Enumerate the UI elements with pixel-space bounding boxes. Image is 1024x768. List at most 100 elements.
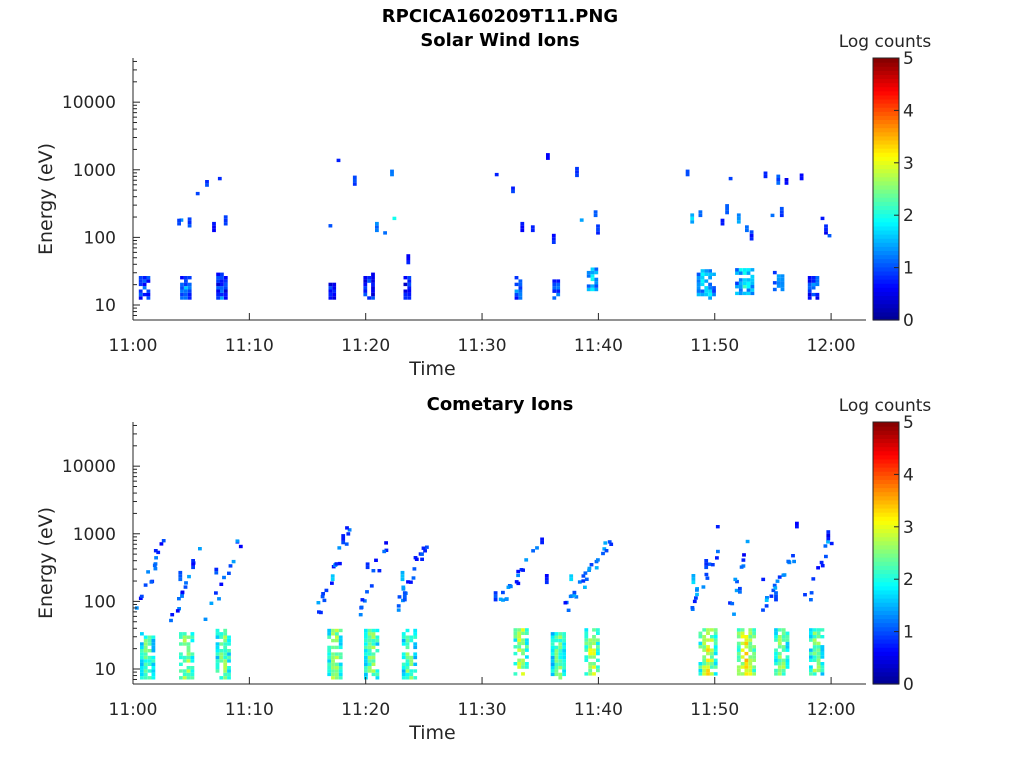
colorbar-segment bbox=[873, 438, 899, 444]
spectrogram-cell bbox=[238, 544, 243, 549]
spectrogram-cell bbox=[558, 672, 563, 677]
spectrogram-cell bbox=[550, 649, 555, 653]
spectrogram-cell bbox=[820, 662, 825, 666]
colorbar-segment bbox=[873, 238, 899, 243]
spectrogram-cell bbox=[195, 191, 200, 196]
spectrogram-cell bbox=[371, 289, 375, 293]
spectrogram-cell bbox=[375, 669, 380, 673]
spectrogram-cell bbox=[592, 651, 596, 656]
spectrogram-cell bbox=[730, 601, 735, 606]
spectrogram-cell bbox=[581, 579, 586, 583]
spectrogram-cell bbox=[750, 285, 755, 289]
spectrogram-cell bbox=[764, 604, 769, 608]
spectrogram-cell bbox=[332, 289, 337, 293]
spectrogram-cell bbox=[772, 270, 777, 275]
spectrogram-cell bbox=[405, 645, 410, 650]
colorbar-segment bbox=[873, 201, 899, 206]
spectrogram-cell bbox=[824, 231, 828, 235]
colorbar-segment bbox=[873, 430, 899, 435]
spectrogram-cell bbox=[710, 651, 714, 656]
spectrogram-cell bbox=[811, 276, 816, 280]
spectrogram-cell bbox=[219, 649, 224, 653]
spectrogram-cell bbox=[517, 628, 522, 632]
spectrogram-cell bbox=[592, 648, 596, 652]
spectrogram-cell bbox=[223, 676, 228, 680]
spectrogram-cell bbox=[799, 173, 804, 177]
spectrogram-cell bbox=[704, 565, 709, 570]
spectrogram-cell bbox=[809, 591, 814, 595]
spectrogram-cell bbox=[781, 645, 786, 649]
spectrogram-cell bbox=[596, 224, 600, 228]
spectrogram-cell bbox=[562, 672, 566, 677]
colorbar-segment bbox=[873, 520, 899, 525]
spectrogram-cell bbox=[371, 632, 376, 636]
colorbar-segment bbox=[873, 189, 899, 194]
spectrogram-cell bbox=[552, 282, 557, 287]
spectrogram-cell bbox=[216, 292, 220, 297]
spectrogram-cell bbox=[177, 597, 181, 601]
spectrogram-cell bbox=[752, 631, 756, 635]
spectrogram-cell bbox=[521, 662, 525, 666]
spectrogram-cell bbox=[785, 662, 790, 666]
spectrogram-cell bbox=[780, 281, 785, 285]
spectrogram-cell bbox=[420, 557, 424, 561]
spectrogram-cell bbox=[733, 577, 738, 582]
spectrogram-cell bbox=[390, 172, 394, 177]
spectrogram-cell bbox=[698, 672, 703, 676]
spectrogram-cell bbox=[405, 652, 410, 656]
spectrogram-cell bbox=[558, 642, 563, 646]
spectrogram-cell bbox=[704, 562, 709, 566]
spectrogram-cell bbox=[513, 672, 518, 676]
spectrogram-cell bbox=[401, 638, 406, 643]
spectrogram-cell bbox=[562, 666, 566, 670]
colorbar-tick-label: 1 bbox=[903, 259, 914, 279]
spectrogram-cell bbox=[552, 289, 557, 293]
spectrogram-cell bbox=[152, 563, 157, 567]
spectrogram-cell bbox=[710, 635, 714, 639]
spectrogram-cell bbox=[328, 296, 333, 300]
spectrogram-cell bbox=[403, 276, 408, 280]
spectrogram-cell bbox=[748, 665, 753, 669]
spectrogram-cell bbox=[493, 598, 498, 602]
spectrogram-cell bbox=[223, 292, 228, 297]
spectrogram-cell bbox=[745, 228, 749, 233]
spectrogram-cell bbox=[396, 604, 401, 608]
spectrogram-cell bbox=[763, 171, 768, 175]
spectrogram-cell bbox=[562, 642, 566, 646]
spectrogram-cell bbox=[745, 225, 749, 229]
spectrogram-cell bbox=[744, 651, 749, 656]
spectrogram-cell bbox=[338, 662, 343, 666]
spectrogram-cell bbox=[506, 585, 511, 589]
spectrogram-cell bbox=[777, 641, 782, 646]
spectrogram-cell bbox=[143, 672, 148, 677]
spectrogram-cell bbox=[569, 574, 574, 578]
colorbar-segment bbox=[873, 299, 899, 305]
spectrogram-cell bbox=[736, 651, 741, 656]
spectrogram-cell bbox=[371, 645, 376, 650]
spectrogram-cell bbox=[151, 645, 156, 650]
spectrogram-cell bbox=[777, 655, 782, 659]
spectrogram-cell bbox=[584, 577, 589, 581]
colorbar-segment bbox=[873, 446, 899, 452]
spectrogram-cell bbox=[748, 662, 753, 666]
spectrogram-cell bbox=[749, 233, 754, 238]
spectrogram-cell bbox=[811, 282, 816, 287]
spectrogram-cell bbox=[593, 210, 598, 214]
spectrogram-cell bbox=[544, 574, 549, 578]
spectrogram-cell bbox=[143, 638, 148, 643]
spectrogram-cell bbox=[143, 662, 148, 666]
spectrogram-cell bbox=[223, 662, 228, 666]
spectrogram-cell bbox=[696, 279, 701, 283]
spectrogram-cell bbox=[219, 582, 224, 586]
spectrogram-cell bbox=[401, 642, 406, 646]
x-tick-label: 11:00 bbox=[109, 700, 158, 720]
data-cells bbox=[134, 521, 834, 680]
spectrogram-cell bbox=[179, 632, 183, 636]
spectrogram-cell bbox=[740, 665, 745, 669]
colorbar-segment bbox=[873, 78, 899, 84]
spectrogram-cell bbox=[143, 645, 148, 650]
spectrogram-cell bbox=[695, 588, 699, 592]
spectrogram-cell bbox=[558, 659, 563, 663]
spectrogram-cell bbox=[420, 552, 424, 556]
spectrogram-cell bbox=[774, 648, 778, 652]
